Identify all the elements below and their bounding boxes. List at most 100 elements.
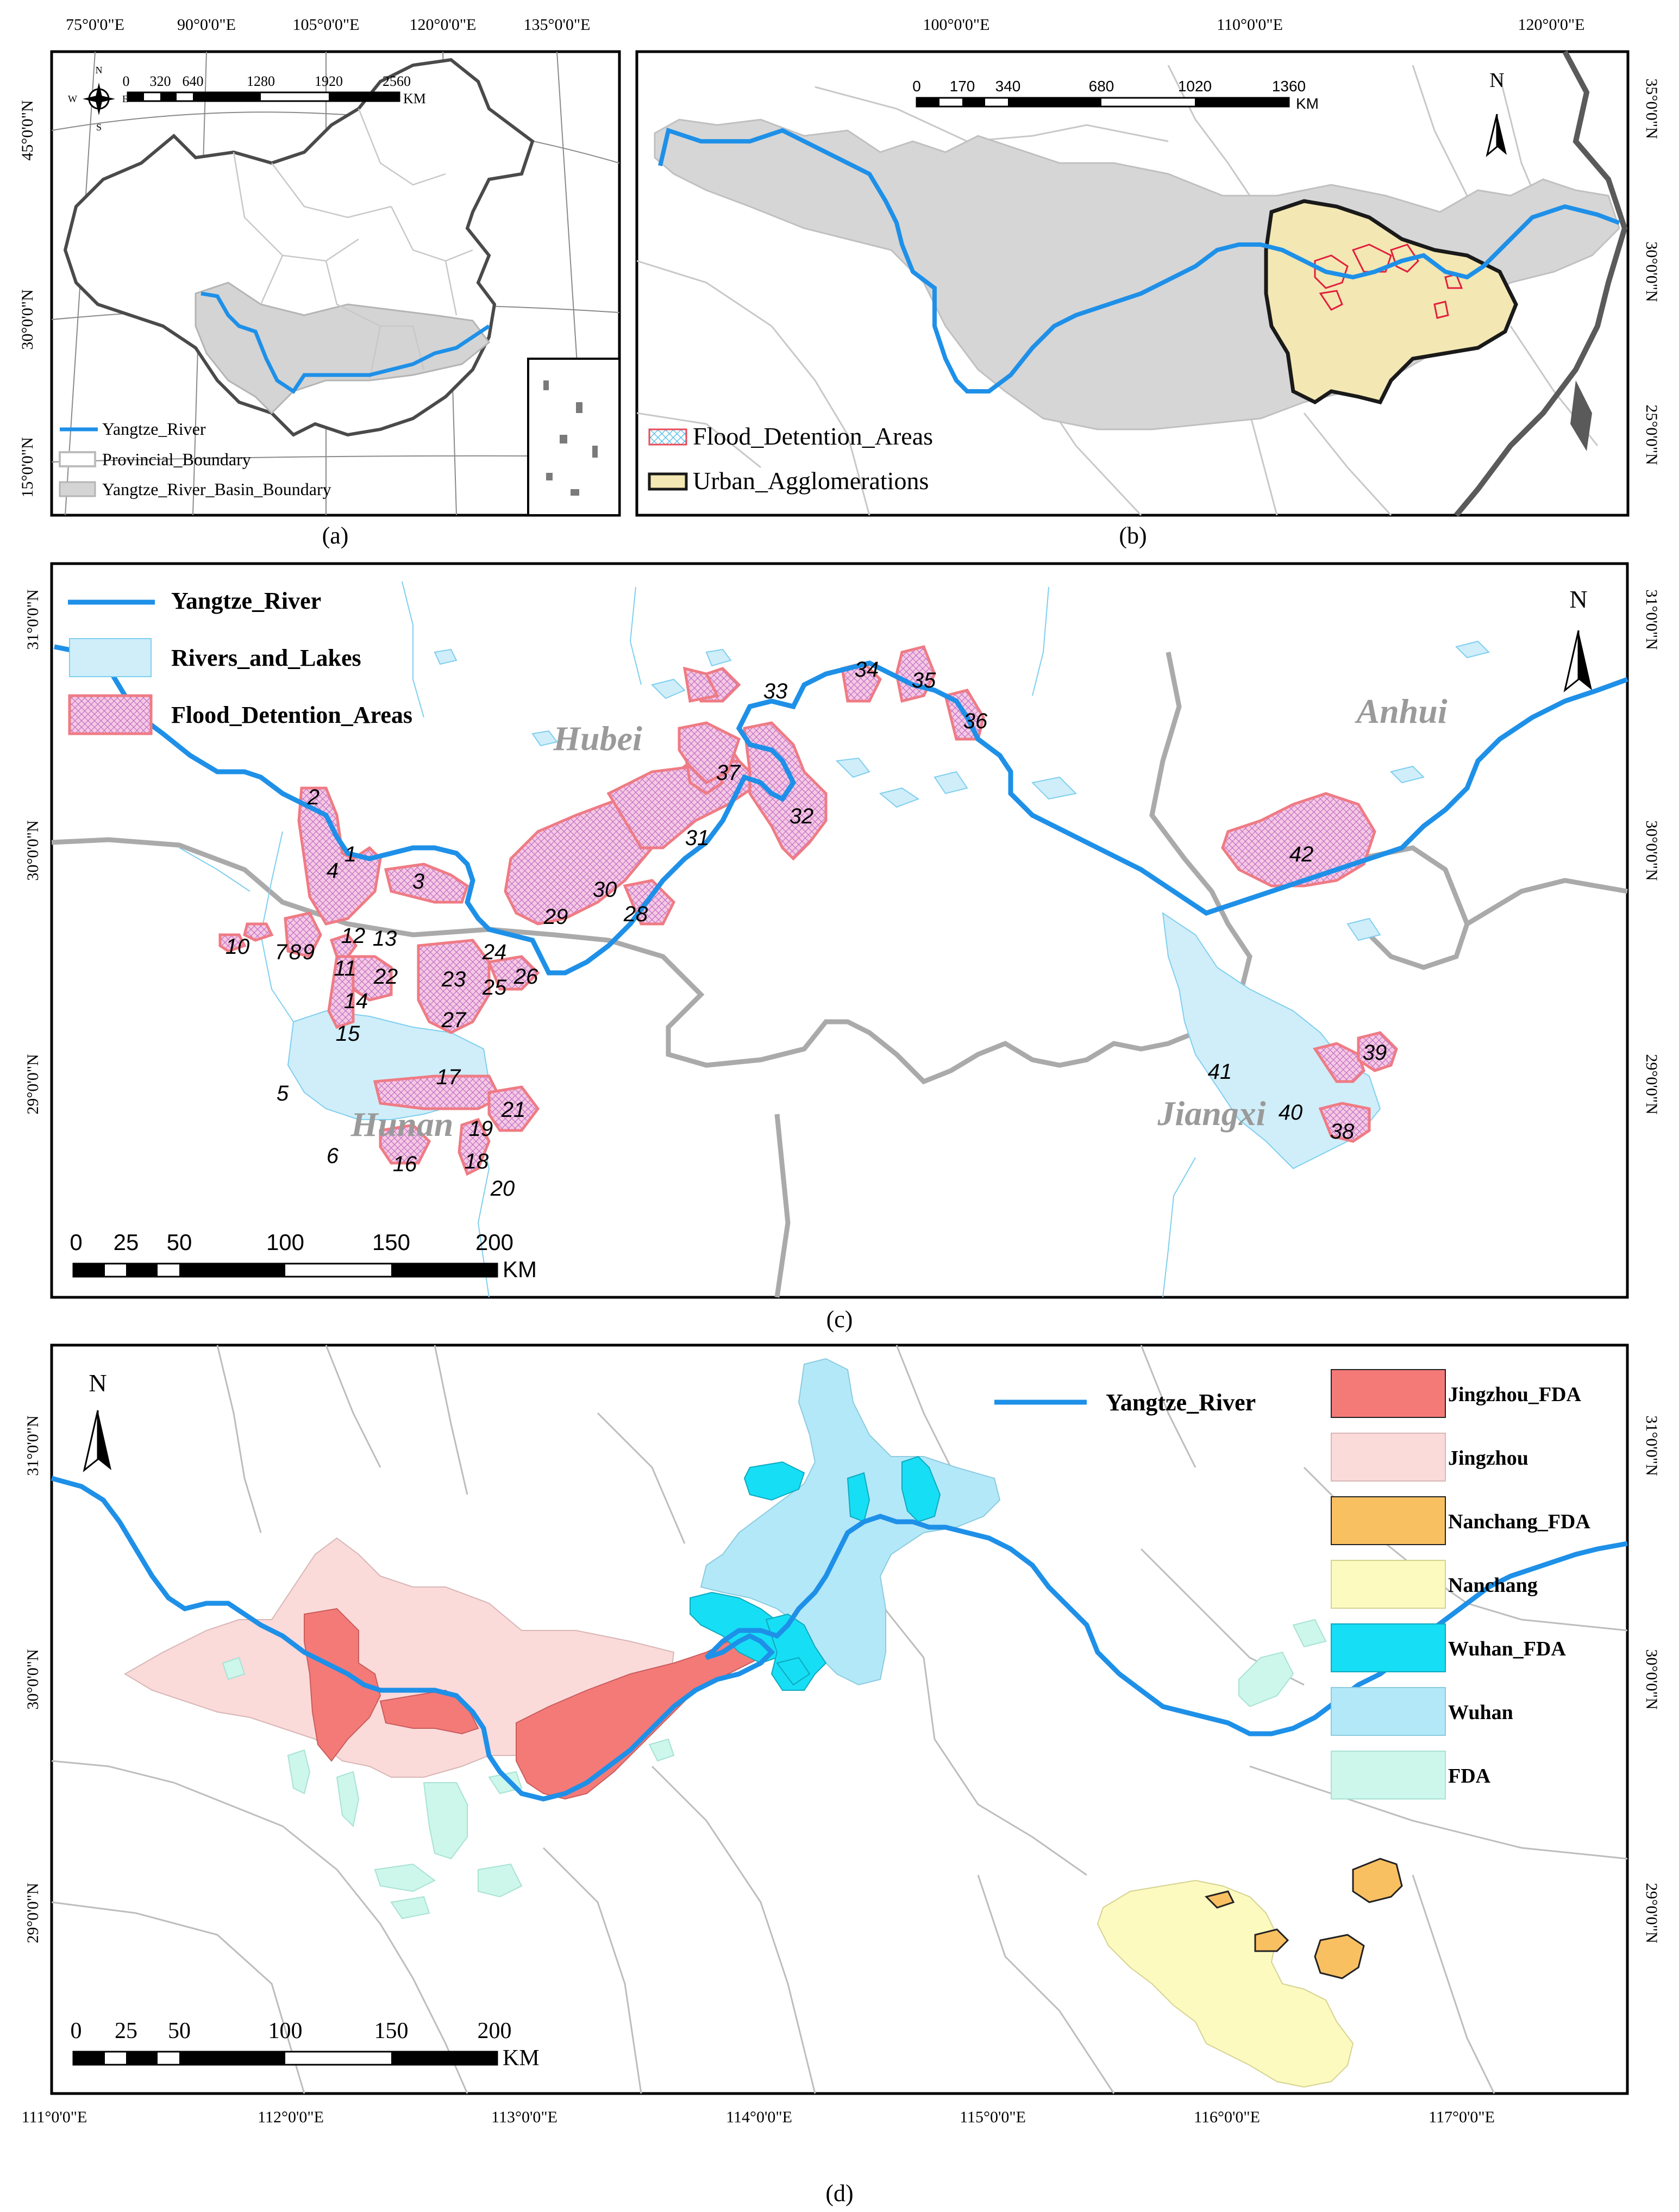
legend-label-a: Provincial_Boundary <box>102 449 251 469</box>
scale-unit-c: KM <box>503 1257 537 1282</box>
panel-c: N Yangtze_River Rivers_and_Lakes Flood_D… <box>24 562 1661 1333</box>
fda-label: 8 <box>289 940 302 964</box>
scale-tick-b: 680 <box>1089 78 1114 95</box>
fda-label: 15 <box>336 1022 360 1046</box>
fda-label: 11 <box>334 957 356 980</box>
fda-label: 37 <box>716 761 741 785</box>
north-label-d: N <box>89 1369 106 1397</box>
lon-label-d: 115°0'0"E <box>960 2108 1026 2126</box>
province-label-jiangxi: Jiangxi <box>1157 1094 1265 1133</box>
legend-label-c: Flood_Detention_Areas <box>171 702 412 728</box>
legend-swatch-d <box>1331 1560 1446 1609</box>
lat-label-b: 25°0'0"N <box>1643 404 1661 465</box>
lat-label-c: 29°0'0"N <box>24 1054 42 1114</box>
lat-label-a: 15°0'0"N <box>18 437 36 497</box>
fda-label: 16 <box>393 1152 417 1176</box>
fda-label: 31 <box>685 826 710 850</box>
north-label-c: N <box>1569 585 1587 613</box>
legend-swatch-c <box>68 694 153 735</box>
scale-bar-c <box>72 1263 498 1278</box>
scale-tick-a: 320 <box>150 73 171 89</box>
fda-label: 1 <box>344 842 356 866</box>
lat-label-c: 31°0'0"N <box>24 589 42 649</box>
lon-label-a: 120°0'0"E <box>410 16 477 34</box>
scale-tick-c: 100 <box>266 1229 304 1255</box>
fda-label: 36 <box>963 709 988 733</box>
fda-label: 17 <box>436 1065 461 1089</box>
lon-label-d: 117°0'0"E <box>1429 2108 1495 2126</box>
lon-label-b: 100°0'0"E <box>923 16 990 34</box>
fda-label: 6 <box>327 1144 339 1168</box>
caption-b: (b) <box>1119 522 1147 549</box>
lon-label-b: 120°0'0"E <box>1518 16 1585 34</box>
legend-swatch-b <box>648 428 687 446</box>
legend-swatch-d <box>1331 1433 1446 1482</box>
lon-label-a: 135°0'0"E <box>524 16 591 34</box>
lon-label-d: 113°0'0"E <box>491 2108 557 2126</box>
north-arrow-c <box>1563 630 1592 692</box>
coastline-b <box>1454 50 1628 517</box>
scale-tick-a: 1920 <box>315 73 343 89</box>
legend-label-d: FDA <box>1448 1765 1491 1788</box>
lat-label-c-right: 31°0'0"N <box>1643 589 1661 649</box>
scale-tick-c: 0 <box>70 1229 82 1255</box>
lon-label-a: 75°0'0"E <box>66 16 124 34</box>
legend-label-b: Urban_Agglomerations <box>693 467 929 495</box>
nanchang-region <box>1097 1879 1354 2088</box>
scale-tick-d: 25 <box>115 2019 137 2044</box>
lat-label-d-right: 30°0'0"N <box>1643 1649 1661 1709</box>
compass-e-a: E <box>122 93 128 104</box>
legend-swatch-b <box>648 472 688 491</box>
scale-tick-a: 0 <box>123 73 130 89</box>
yangtze-river-c <box>54 644 1628 976</box>
legend-label-d: Wuhan_FDA <box>1448 1638 1566 1660</box>
lat-label-c: 30°0'0"N <box>24 820 42 880</box>
legend-label-c: Rivers_and_Lakes <box>171 645 361 671</box>
lat-label-d: 31°0'0"N <box>24 1415 42 1476</box>
fda-label: 40 <box>1279 1101 1303 1124</box>
fda-label: 7 <box>275 940 288 964</box>
province-boundaries-c <box>51 652 1628 1298</box>
lat-label-c-right: 29°0'0"N <box>1643 1054 1661 1114</box>
legend-label-c: Yangtze_River <box>171 588 321 614</box>
fda-label: 41 <box>1208 1060 1232 1084</box>
legend-swatch-d <box>1331 1623 1446 1672</box>
fda-label: 3 <box>412 870 424 893</box>
scale-tick-c: 200 <box>475 1229 513 1255</box>
scale-tick-b: 340 <box>995 78 1021 95</box>
fda-label: 12 <box>341 924 366 948</box>
legend-swatch-d <box>1331 1751 1446 1799</box>
fda-label: 14 <box>344 989 368 1013</box>
legend-label-d: Nanchang <box>1448 1574 1538 1597</box>
lon-label-d: 111°0'0"E <box>22 2108 87 2126</box>
scale-tick-d: 100 <box>268 2019 303 2044</box>
taiwan-b <box>1570 380 1592 451</box>
scale-tick-a: 1280 <box>247 73 275 89</box>
legend-swatch-c <box>69 638 152 677</box>
lon-label-d: 116°0'0"E <box>1194 2108 1260 2126</box>
yangtze-basin-a <box>195 282 491 415</box>
urban-agglomeration-b <box>1264 199 1518 405</box>
north-label-b: N <box>1489 69 1504 92</box>
legend-label-d: Jingzhou <box>1448 1447 1528 1470</box>
north-arrow-b <box>1486 114 1507 158</box>
lon-label-b: 110°0'0"E <box>1217 16 1283 34</box>
fda-label: 27 <box>441 1008 467 1032</box>
caption-d: (d) <box>825 2180 853 2207</box>
legend-label-d: Nanchang_FDA <box>1448 1510 1590 1533</box>
scale-tick-b: 1020 <box>1178 78 1212 95</box>
province-label-hubei: Hubei <box>553 719 642 758</box>
legend-swatch-d <box>1331 1369 1446 1418</box>
compass-a <box>83 83 115 115</box>
fda-label: 19 <box>469 1117 493 1141</box>
fda-label: 33 <box>763 679 788 703</box>
lat-label-d: 30°0'0"N <box>24 1649 42 1709</box>
jingzhou-fda <box>379 1689 479 1735</box>
fda-label: 9 <box>303 940 315 964</box>
lat-label-c-right: 30°0'0"N <box>1643 820 1661 880</box>
scale-tick-a: 640 <box>183 73 204 89</box>
legend-label-d: Jingzhou_FDA <box>1448 1383 1581 1406</box>
fda-label: 38 <box>1330 1120 1355 1144</box>
lon-label-a: 90°0'0"E <box>177 16 236 34</box>
jingzhou-fda <box>304 1608 381 1762</box>
